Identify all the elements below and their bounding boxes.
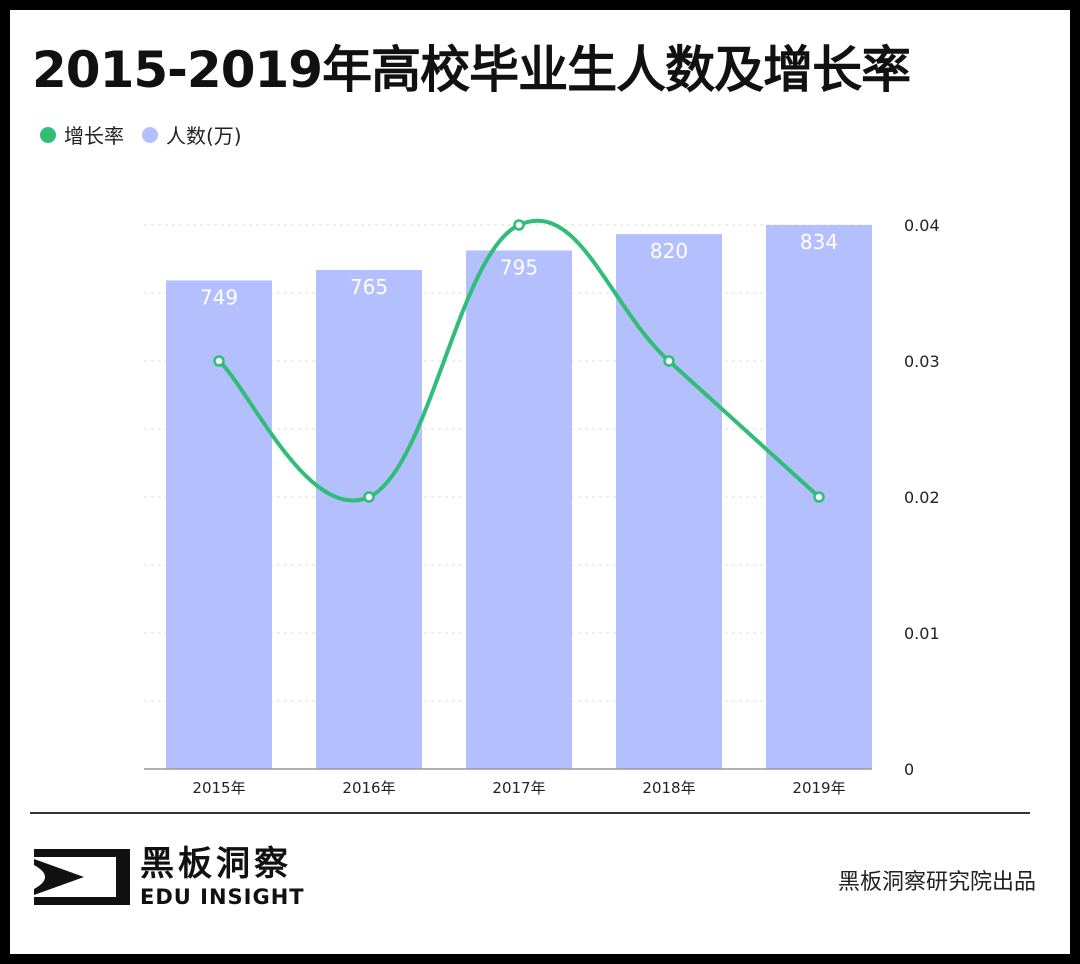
x-tick-label: 2019年 — [792, 779, 845, 797]
y-right-tick-label: 0.04 — [904, 216, 940, 235]
bar-value-label: 834 — [800, 230, 838, 254]
legend-item-growth: 增长率 — [40, 120, 124, 149]
x-tick-label: 2015年 — [192, 779, 245, 797]
footer-divider — [30, 812, 1030, 814]
y-right-tick-label: 0.02 — [904, 488, 940, 507]
growth-rate-point — [213, 355, 225, 367]
legend-item-count: 人数(万) — [142, 120, 242, 149]
x-tick-label: 2016年 — [342, 779, 395, 797]
legend-dot-count-icon — [142, 126, 158, 143]
credit-text: 黑板洞察研究院出品 — [837, 870, 1036, 895]
bar-value-label: 749 — [200, 285, 238, 309]
brand-logo: 黑板洞察 EDU INSIGHT — [32, 844, 305, 910]
eye-logo-icon — [34, 849, 130, 905]
legend-label-count: 人数(万) — [166, 124, 242, 148]
growth-rate-point — [813, 491, 825, 503]
growth-rate-point — [363, 491, 375, 503]
legend-dot-growth-icon — [40, 126, 56, 143]
chart-legend: 增长率 人数(万) — [40, 120, 260, 149]
y-right-tick-label: 0 — [904, 760, 914, 779]
bar-value-label: 765 — [350, 275, 388, 299]
bar — [316, 270, 422, 769]
bar — [466, 250, 572, 769]
legend-label-growth: 增长率 — [64, 124, 124, 148]
growth-rate-point — [513, 219, 525, 231]
logo-name-cn: 黑板洞察 — [140, 844, 292, 884]
chart-title: 2015-2019年高校毕业生人数及增长率 — [32, 41, 911, 99]
bar-value-label: 795 — [500, 255, 538, 279]
y-right-tick-label: 0.03 — [904, 352, 940, 371]
x-tick-label: 2017年 — [492, 779, 545, 797]
bar — [166, 280, 272, 769]
y-right-tick-label: 0.01 — [904, 624, 940, 643]
x-tick-label: 2018年 — [642, 779, 695, 797]
bar-value-label: 820 — [650, 239, 688, 263]
logo-name-en: EDU INSIGHT — [140, 885, 305, 909]
growth-rate-point — [663, 355, 675, 367]
